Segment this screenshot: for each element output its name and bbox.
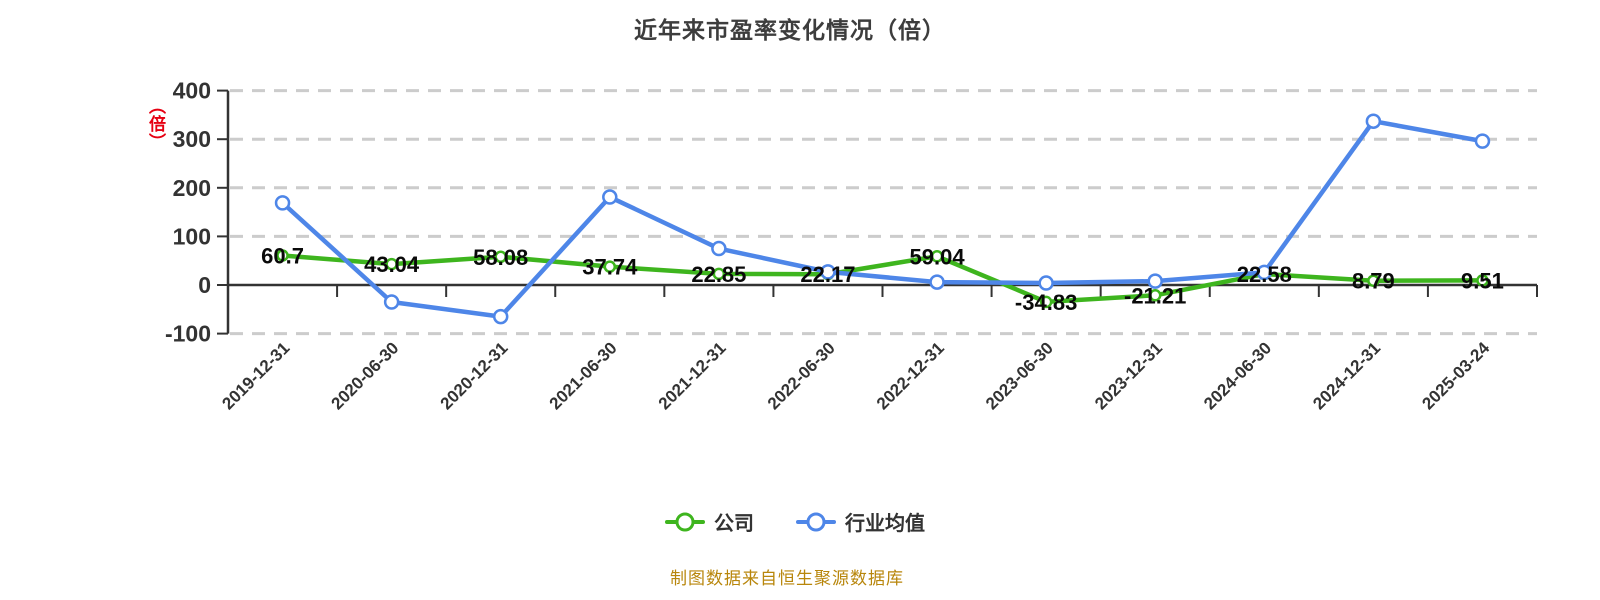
x-axis-tick-label: 2023-06-30	[982, 338, 1057, 413]
data-label: 58.08	[473, 245, 528, 270]
legend: 公司 行业均值	[665, 507, 925, 536]
data-label: -21.21	[1124, 283, 1186, 308]
data-point-公司	[1367, 274, 1380, 287]
data-label: 60.7	[261, 243, 304, 268]
y-axis-tick-label: 200	[173, 175, 211, 201]
industry-series-marker-icon	[796, 512, 836, 532]
data-point-行业均值	[1147, 273, 1163, 289]
data-point-公司	[385, 257, 398, 271]
x-axis-tick-label: 2019-12-31	[218, 338, 293, 413]
x-axis-tick-label: 2021-06-30	[546, 338, 621, 413]
data-label: -34.83	[1015, 290, 1077, 315]
x-axis-tick-label: 2025-03-24	[1418, 338, 1493, 413]
data-point-行业均值	[602, 189, 618, 205]
data-label: 22.85	[691, 262, 746, 287]
x-axis-tick-label: 2022-06-30	[764, 338, 839, 413]
data-point-行业均值	[820, 264, 836, 280]
y-axis-tick-label: -100	[165, 321, 211, 347]
data-point-公司	[603, 260, 617, 273]
legend-item-industry-average[interactable]: 行业均值	[796, 507, 925, 536]
data-point-公司	[1148, 289, 1162, 302]
legend-label-company: 公司	[714, 513, 754, 535]
x-axis-tick-label: 2024-06-30	[1200, 338, 1275, 413]
data-point-行业均值	[383, 294, 400, 310]
data-point-行业均值	[711, 240, 727, 257]
x-axis-tick-label: 2021-12-31	[655, 338, 730, 413]
data-label: 43.04	[364, 252, 420, 277]
y-axis-tick-label: 100	[173, 223, 211, 249]
data-point-行业均值	[492, 308, 509, 325]
data-label: 8.79	[1352, 269, 1395, 294]
legend-label-industry-average: 行业均值	[845, 513, 925, 535]
y-axis-tick-label: 400	[173, 78, 211, 104]
data-label: 22.58	[1237, 262, 1292, 287]
y-axis-tick-label: 300	[173, 126, 211, 152]
legend-item-company[interactable]: 公司	[665, 507, 754, 536]
data-source-note: 制图数据来自恒生聚源数据库	[670, 569, 904, 588]
x-axis-tick-label: 2020-06-30	[328, 338, 403, 413]
data-point-公司	[494, 250, 507, 264]
chart-title: 近年来市盈率变化情况（倍）	[634, 17, 946, 43]
x-axis-tick-label: 2024-12-31	[1309, 338, 1384, 413]
data-label: 22.17	[800, 262, 855, 287]
data-point-公司	[276, 249, 289, 262]
y-axis-unit-label: （倍）	[146, 97, 165, 151]
data-point-行业均值	[1038, 275, 1054, 291]
data-point-行业均值	[1256, 264, 1273, 281]
company-series-marker-icon	[665, 512, 705, 532]
series-line-行业均值	[280, 118, 1485, 319]
data-point-公司	[712, 267, 726, 281]
series-line-公司	[280, 253, 1485, 305]
data-point-行业均值	[929, 274, 945, 290]
data-point-行业均值	[1365, 113, 1382, 129]
data-point-公司	[930, 250, 944, 263]
x-axis-tick-label: 2023-12-31	[1091, 338, 1166, 413]
data-label: 9.51	[1461, 268, 1504, 293]
data-point-公司	[1039, 295, 1053, 309]
x-axis-tick-label: 2020-12-31	[437, 338, 512, 413]
data-point-公司	[1476, 274, 1489, 287]
x-axis-tick-label: 2022-12-31	[873, 338, 948, 413]
data-point-行业均值	[274, 195, 291, 211]
data-point-行业均值	[1474, 133, 1491, 149]
data-label: 59.04	[910, 244, 966, 269]
y-axis-tick-label: 0	[198, 272, 211, 298]
data-label: 37.74	[582, 255, 638, 280]
